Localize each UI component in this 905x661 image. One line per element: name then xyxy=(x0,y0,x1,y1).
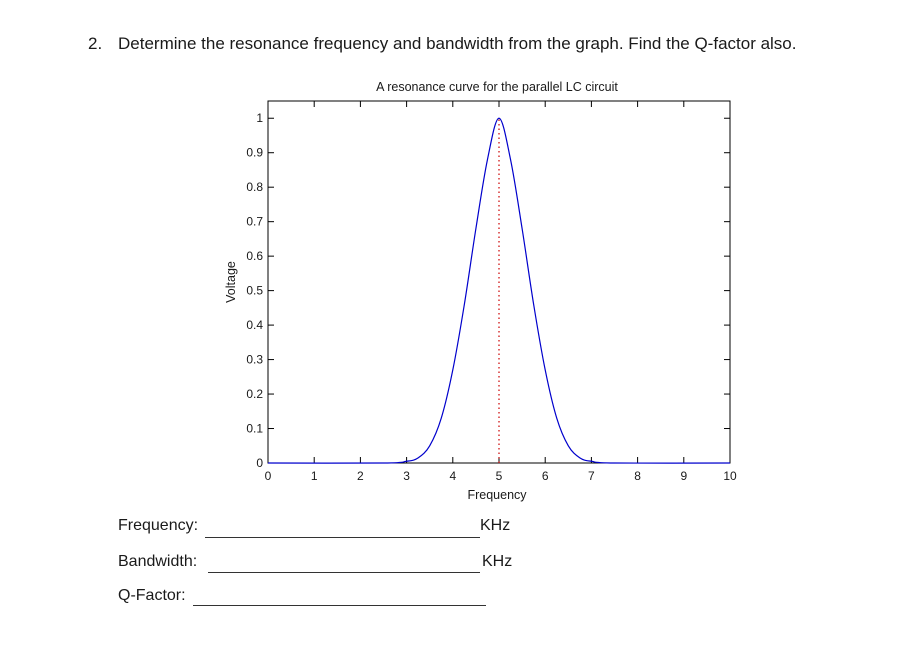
qfactor-label: Q-Factor: xyxy=(118,587,186,604)
data-point xyxy=(429,445,430,446)
data-point xyxy=(475,228,476,229)
data-point xyxy=(487,159,488,160)
x-tick-label: 7 xyxy=(588,469,595,483)
x-tick-label: 4 xyxy=(449,469,456,483)
data-point xyxy=(556,418,557,419)
x-tick-label: 10 xyxy=(723,469,737,483)
data-point xyxy=(522,228,523,229)
y-axis-label: Voltage xyxy=(224,261,238,303)
x-tick-label: 0 xyxy=(265,469,272,483)
data-point xyxy=(591,461,592,462)
y-tick-label: 0.6 xyxy=(246,249,263,263)
data-point xyxy=(533,304,534,305)
y-tick-label: 1 xyxy=(256,111,263,125)
data-point xyxy=(406,461,407,462)
y-tick-label: 0.2 xyxy=(246,387,263,401)
x-tick-label: 8 xyxy=(634,469,641,483)
x-tick-label: 3 xyxy=(403,469,410,483)
frequency-answer-blank[interactable] xyxy=(205,537,480,538)
y-tick-label: 0.3 xyxy=(246,353,263,367)
data-point xyxy=(729,462,730,463)
frequency-label: Frequency: xyxy=(118,517,199,534)
y-tick-label: 0 xyxy=(256,456,263,470)
bandwidth-answer-blank[interactable] xyxy=(208,572,480,573)
bandwidth-unit: KHz xyxy=(482,553,513,570)
y-tick-label: 0.4 xyxy=(246,318,263,332)
resonance-chart: A resonance curve for the parallel LC ci… xyxy=(224,80,737,502)
question-body: Determine the resonance frequency and ba… xyxy=(118,34,797,53)
data-point xyxy=(464,304,465,305)
data-point xyxy=(545,369,546,370)
data-point xyxy=(498,118,499,119)
frequency-unit: KHz xyxy=(480,517,511,534)
data-point xyxy=(441,418,442,419)
data-point xyxy=(452,369,453,370)
x-tick-label: 6 xyxy=(542,469,549,483)
question-number: 2. xyxy=(88,34,103,53)
y-tick-label: 0.1 xyxy=(246,422,263,436)
y-tick-label: 0.7 xyxy=(246,215,263,229)
x-tick-label: 1 xyxy=(311,469,318,483)
qfactor-answer-blank[interactable] xyxy=(193,605,486,606)
y-tick-label: 0.9 xyxy=(246,146,263,160)
x-tick-label: 5 xyxy=(496,469,503,483)
y-tick-label: 0.8 xyxy=(246,180,263,194)
data-point xyxy=(510,159,511,160)
data-point xyxy=(568,445,569,446)
data-point xyxy=(418,457,419,458)
x-axis-label: Frequency xyxy=(467,488,527,502)
y-tick-label: 0.5 xyxy=(246,284,263,298)
bandwidth-label: Bandwidth: xyxy=(118,553,198,570)
question-text: 2. Determine the resonance frequency and … xyxy=(88,34,797,54)
data-point xyxy=(614,462,615,463)
series-curve xyxy=(267,117,731,464)
data-point xyxy=(383,462,384,463)
data-point xyxy=(267,462,268,463)
data-point xyxy=(579,457,580,458)
chart-title: A resonance curve for the parallel LC ci… xyxy=(376,80,618,94)
x-tick-label: 2 xyxy=(357,469,364,483)
x-tick-label: 9 xyxy=(680,469,687,483)
